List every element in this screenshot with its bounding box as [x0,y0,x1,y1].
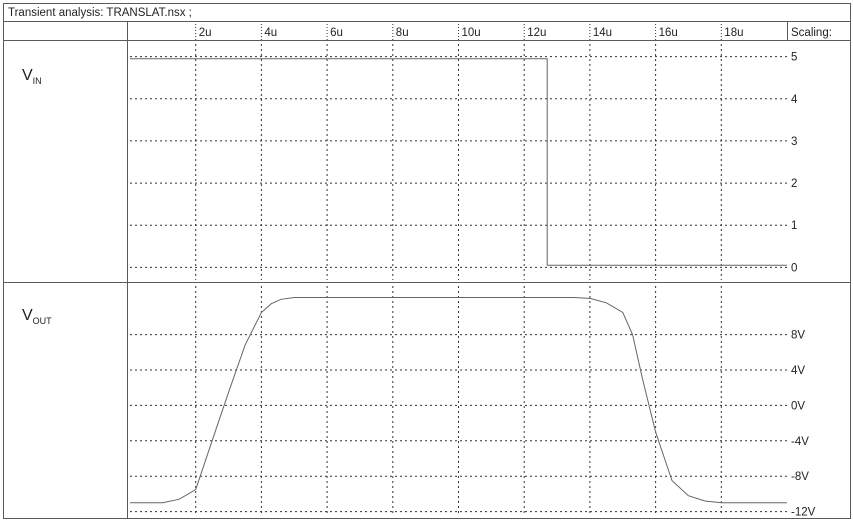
window-title: Transient analysis: TRANSLAT.nsx ; [8,7,192,19]
vout-y-ticks: -12V -8V -4V 0V 4V 8V [791,330,816,519]
y-tick-label: 8V [791,330,805,342]
time-axis: 2u 4u 6u 8u 10u 12u 14u 16u 18u [195,24,743,40]
y-tick-label: -8V [791,471,809,483]
vout-panel: VOUT -12V -8V -4V 0V 4V 8V [22,286,816,519]
y-tick-label: 2 [791,178,797,190]
vout-grid [130,286,787,516]
y-tick-label: 1 [791,220,797,232]
y-tick-label: 0 [791,262,797,274]
vin-label: VIN [22,67,42,86]
vin-y-ticks: 0 1 2 3 4 5 [791,52,798,275]
scaling-header: Scaling: [791,27,832,39]
y-tick-label: -12V [791,507,816,519]
time-tick-label: 2u [199,27,212,39]
time-tick-label: 4u [264,27,277,39]
window-frame [3,3,851,519]
time-tick-label: 12u [527,27,546,39]
time-tick-label: 14u [593,27,612,39]
y-tick-label: -4V [791,436,809,448]
vout-label-main: V [22,307,33,324]
vout-label-sub: OUT [33,316,53,326]
vout-trace [130,297,787,504]
vout-label: VOUT [22,307,52,326]
vin-label-main: V [22,67,33,84]
vin-grid [130,44,787,280]
time-tick-label: 10u [462,27,481,39]
y-tick-label: 0V [791,400,805,412]
vin-panel: VIN 0 1 2 3 4 5 [22,44,798,280]
time-tick-label: 6u [330,27,343,39]
vin-label-sub: IN [33,76,42,86]
time-tick-label: 8u [396,27,409,39]
vin-trace [130,58,787,266]
y-tick-label: 5 [791,52,797,64]
time-tick-label: 18u [724,27,743,39]
time-tick-label: 16u [659,27,678,39]
y-tick-label: 3 [791,136,797,148]
y-tick-label: 4 [791,94,798,106]
y-tick-label: 4V [791,365,805,377]
